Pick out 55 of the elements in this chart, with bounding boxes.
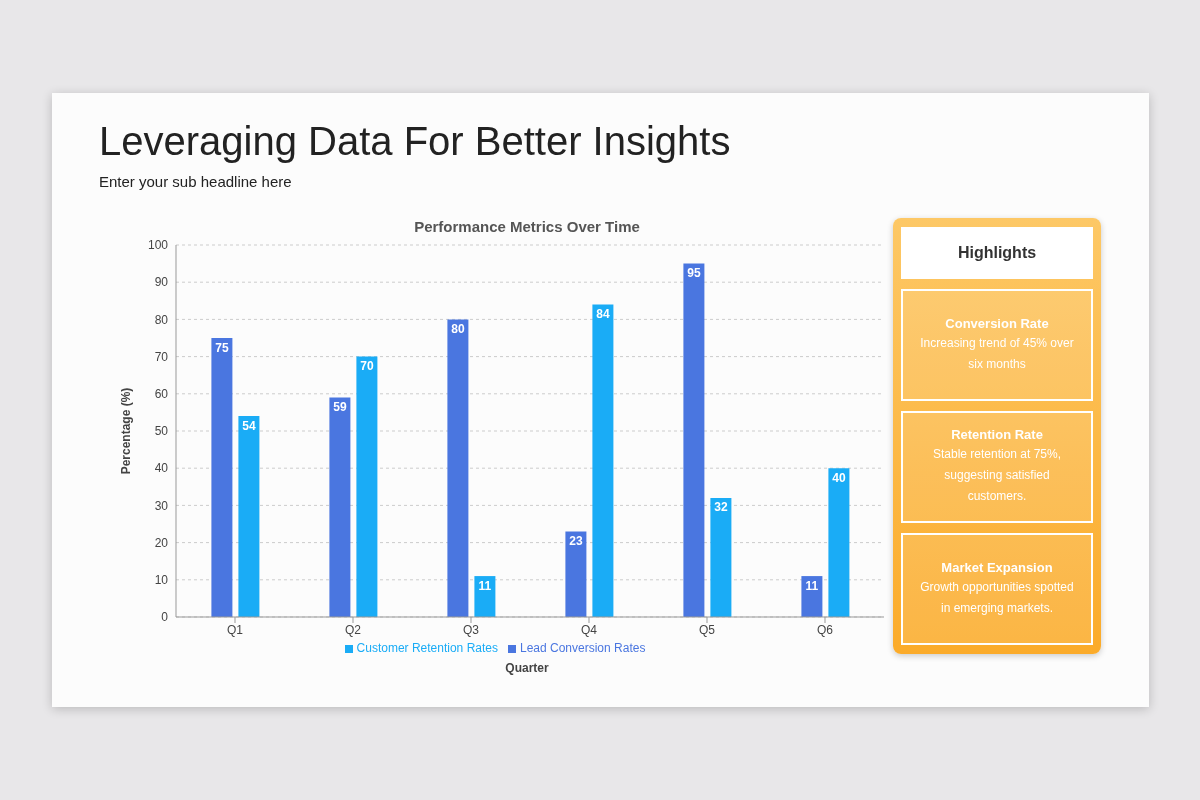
- bar: [683, 263, 705, 617]
- y-tick-label: 60: [154, 387, 169, 402]
- text: Retention Rate: [951, 427, 1043, 442]
- y-tick-label: 90: [154, 275, 169, 290]
- x-axis-title: Quarter: [504, 661, 550, 675]
- data-label: 84: [596, 307, 610, 322]
- text: Leveraging Data For Better Insights: [99, 118, 732, 165]
- bar: [710, 497, 732, 617]
- legend-label: Lead Conversion Rates: [519, 641, 646, 655]
- bar: [592, 304, 614, 617]
- data-label: 75: [215, 340, 229, 355]
- bar: [238, 416, 260, 617]
- data-label: 11: [805, 578, 819, 593]
- x-tick-label: Q1: [226, 622, 244, 637]
- y-tick-label: 70: [154, 349, 169, 364]
- bar: [329, 397, 351, 617]
- bar: [828, 468, 850, 617]
- bar: [447, 319, 469, 617]
- y-axis-title: Percentage (%): [119, 387, 134, 475]
- data-label: 40: [832, 470, 846, 485]
- y-tick-label: 10: [154, 573, 169, 588]
- y-tick-label: 80: [154, 312, 169, 327]
- y-tick-label: 0: [161, 610, 169, 625]
- bar: [565, 531, 587, 617]
- x-tick-label: Q4: [580, 622, 598, 637]
- bar: [801, 576, 823, 617]
- y-tick-label: 50: [154, 424, 169, 439]
- bar: [211, 338, 233, 617]
- text: Highlights: [901, 227, 1093, 279]
- data-label: 54: [242, 418, 256, 433]
- data-label: 32: [714, 500, 728, 515]
- y-tick-label: 100: [147, 238, 169, 253]
- text: Market Expansion: [941, 559, 1053, 575]
- legend-label: Customer Retention Rates: [356, 641, 498, 655]
- x-tick-label: Q6: [816, 622, 834, 637]
- data-label: 80: [451, 321, 465, 336]
- text: Increasing trend of 45% over six months: [919, 334, 1075, 373]
- chart-title: Performance Metrics Over Time: [413, 218, 641, 235]
- bar: [356, 356, 378, 617]
- data-label: 59: [333, 400, 347, 415]
- data-label: 70: [360, 359, 374, 374]
- y-tick-label: 40: [154, 461, 169, 476]
- x-tick-label: Q5: [698, 622, 716, 637]
- x-tick-label: Q2: [344, 622, 362, 637]
- x-tick-label: Q3: [462, 622, 480, 637]
- text: Enter your sub headline here: [99, 173, 293, 190]
- data-label: 23: [569, 533, 583, 548]
- y-tick-label: 30: [154, 498, 169, 513]
- y-tick-label: 20: [154, 535, 169, 550]
- data-label: 95: [687, 266, 701, 281]
- text: Stable retention at 75%, suggesting satisfied customers.: [931, 446, 1063, 505]
- bar: [474, 576, 496, 617]
- text: Growth opportunities spotted in emerging markets.: [919, 578, 1075, 617]
- text: Conversion Rate: [945, 315, 1049, 331]
- data-label: 11: [478, 578, 492, 593]
